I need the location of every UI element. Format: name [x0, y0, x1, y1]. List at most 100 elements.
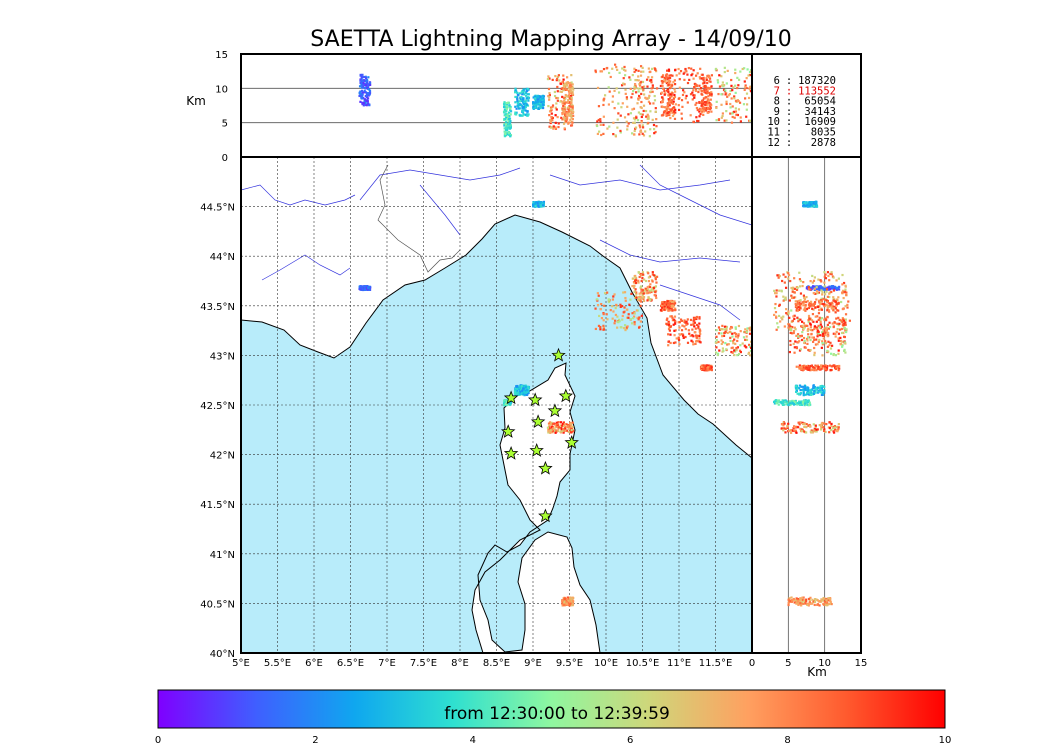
altitude-side-point: [844, 342, 847, 345]
map-lightning-point: [733, 353, 736, 357]
altitude-side-point: [798, 384, 802, 387]
map-lightning-point: [569, 422, 572, 425]
altitude-top-point: [506, 123, 509, 126]
altitude-side-point: [820, 289, 823, 292]
altitude-top-point: [673, 93, 676, 97]
map-lightning-point: [565, 426, 568, 429]
altitude-top-point: [694, 88, 698, 91]
altitude-top-point: [734, 91, 737, 94]
altitude-top-point: [613, 106, 616, 110]
altitude-top-point: [661, 84, 664, 88]
map-lightning-point: [514, 393, 517, 397]
altitude-top-point: [550, 116, 553, 119]
map-lightning-point: [637, 279, 640, 282]
altitude-side-point: [821, 367, 824, 370]
altitude-side-point: [802, 304, 805, 307]
map-lightning-point: [640, 279, 643, 283]
map-lightning-point: [651, 280, 654, 283]
map-lightning-point: [738, 349, 742, 352]
map-lightning-point: [652, 288, 655, 291]
map-lightning-point: [639, 299, 642, 302]
altitude-top-point: [672, 80, 675, 84]
map-lightning-point: [672, 341, 676, 345]
altitude-top-point: [620, 106, 623, 109]
altitude-side-point: [807, 202, 811, 206]
altitude-side-point: [812, 384, 815, 388]
altitude-side-point: [832, 307, 835, 310]
altitude-top-point: [635, 116, 638, 119]
altitude-side-point: [828, 291, 831, 294]
altitude-top-point: [716, 81, 720, 84]
altitude-top-point: [368, 103, 371, 106]
map-lightning-point: [649, 289, 652, 292]
map-lightning-point: [619, 303, 622, 306]
altitude-side-point: [820, 599, 823, 602]
altitude-top-point: [563, 102, 566, 105]
map-lightning-point: [698, 330, 701, 334]
altitude-side-point: [815, 201, 818, 204]
altitude-side-point: [821, 291, 824, 294]
altitude-top-point: [629, 87, 632, 90]
map-lightning-point: [694, 331, 697, 334]
map-lightning-point: [649, 299, 652, 302]
map-lightning-point: [648, 286, 652, 289]
map-lightning-point: [561, 604, 564, 607]
altitude-side-point: [794, 300, 797, 303]
altitude-side-point: [815, 290, 818, 293]
altitude-side-point: [807, 368, 810, 371]
altitude-top-point: [718, 85, 722, 88]
altitude-side-point: [821, 365, 825, 368]
altitude-side-point: [784, 399, 787, 402]
altitude-top-point: [687, 66, 690, 70]
altitude-top-point: [540, 100, 543, 104]
map-x-tick-label: 6°E: [305, 658, 323, 669]
altitude-top-point: [617, 91, 621, 94]
map-lightning-point: [748, 345, 752, 348]
altitude-top-point: [642, 109, 645, 113]
map-lightning-point: [732, 342, 735, 345]
map-lightning-point: [567, 425, 570, 429]
altitude-top-point: [641, 66, 644, 69]
altitude-top-point: [364, 87, 367, 90]
map-lightning-point: [603, 292, 607, 295]
altitude-side-point: [799, 598, 802, 601]
altitude-top-point: [638, 84, 642, 87]
altitude-side-point: [809, 349, 812, 352]
altitude-side-point: [837, 296, 840, 299]
map-lightning-point: [733, 349, 736, 352]
map-lightning-point: [708, 365, 712, 368]
map-lightning-point: [597, 324, 601, 327]
altitude-top-point: [694, 83, 697, 86]
altitude-side-point: [819, 323, 822, 326]
altitude-side-point: [822, 425, 825, 429]
map-lightning-point: [602, 324, 605, 327]
altitude-top-point: [654, 110, 657, 113]
altitude-top-point: [567, 122, 570, 125]
map-lightning-point: [536, 201, 540, 205]
altitude-side-point: [802, 394, 805, 397]
map-lightning-point: [697, 325, 700, 328]
colorbar-time-label: from 12:30:00 to 12:39:59: [444, 704, 670, 724]
altitude-top-point: [360, 77, 363, 80]
map-lightning-point: [748, 343, 751, 346]
altitude-top-point: [568, 97, 571, 100]
map-lightning-point: [710, 366, 713, 369]
map-lightning-point: [674, 341, 677, 344]
map-lightning-point: [724, 342, 727, 345]
altitude-side-point: [805, 287, 809, 290]
altitude-side-point: [813, 427, 816, 430]
altitude-top-point: [542, 95, 545, 98]
altitude-top-point: [571, 105, 574, 108]
altitude-side-tick-label: 15: [855, 658, 868, 669]
altitude-top-point: [509, 123, 512, 127]
altitude-top-point: [363, 89, 366, 93]
altitude-side-point: [819, 390, 822, 393]
altitude-side-point: [812, 320, 815, 323]
altitude-side-point: [830, 307, 833, 310]
map-lightning-point: [721, 341, 724, 344]
altitude-side-point: [785, 312, 788, 315]
altitude-side-point: [794, 340, 797, 343]
map-lightning-point: [624, 299, 627, 302]
altitude-side-point: [824, 331, 827, 334]
